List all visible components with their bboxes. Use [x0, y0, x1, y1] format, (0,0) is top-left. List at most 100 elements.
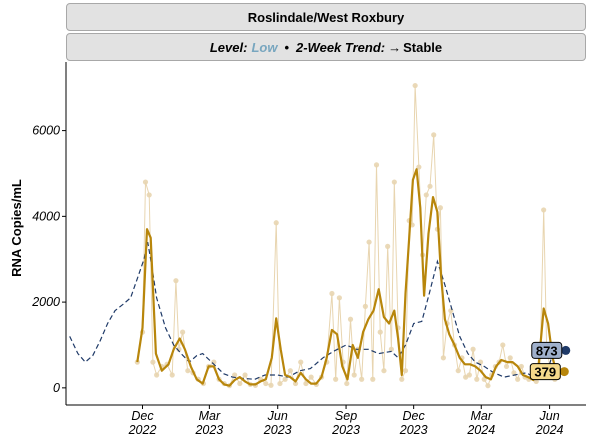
raw-data-point: [448, 308, 454, 314]
x-tick-label-month: Jun: [267, 409, 288, 423]
smoothed-end-label: 379: [534, 365, 556, 380]
raw-data-point: [533, 378, 539, 385]
level-value: Low: [251, 39, 278, 55]
raw-data-point: [455, 368, 461, 374]
y-tick-label: 6000: [32, 124, 60, 138]
x-tick-label-year: 2023: [263, 423, 292, 436]
raw-data-point: [391, 179, 397, 185]
raw-data-point: [362, 303, 368, 309]
raw-data-point: [232, 372, 238, 378]
raw-data-point: [298, 359, 304, 365]
raw-data-point: [515, 376, 521, 382]
raw-data-point: [388, 346, 394, 352]
dashed-end-dot: [561, 345, 571, 355]
raw-data-point: [431, 132, 437, 138]
raw-data-point: [336, 295, 342, 301]
raw-data-point: [427, 183, 433, 189]
y-axis-title: RNA Copies/mL: [9, 179, 24, 277]
raw-data-point: [507, 355, 513, 361]
dashed-series-line: [69, 241, 559, 380]
raw-data-point: [423, 192, 429, 198]
raw-series: [134, 82, 562, 389]
raw-data-point: [511, 370, 517, 376]
panel-title: Roslindale/West Roxbury: [247, 9, 405, 25]
raw-data-point: [503, 363, 510, 370]
x-tick-label-month: Dec: [403, 409, 426, 423]
raw-data-point: [485, 383, 491, 389]
level-label: Level:: [209, 39, 248, 55]
separator-dot: •: [284, 39, 289, 55]
raw-data-point: [359, 376, 365, 382]
raw-data-point: [437, 205, 443, 211]
raw-data-point: [242, 372, 248, 378]
x-tick-label-month: Mar: [470, 409, 492, 423]
raw-data-point: [273, 220, 279, 226]
smoothed-series: [136, 168, 558, 387]
raw-data-point: [169, 372, 175, 378]
raw-data-point: [366, 239, 372, 245]
x-tick-label-year: 2022: [128, 423, 157, 436]
raw-data-point: [173, 278, 179, 284]
raw-data-point: [277, 380, 283, 387]
raw-data-point: [402, 368, 409, 374]
x-tick-label-year: 2024: [466, 423, 495, 436]
raw-series-line: [136, 85, 559, 387]
raw-data-point: [416, 164, 422, 170]
panel-status-strip: Level: Low • 2-Week Trend: → Stable: [66, 33, 586, 61]
raw-data-point: [142, 179, 149, 185]
trend-label: 2-Week Trend:: [296, 39, 386, 55]
raw-data-point: [134, 359, 140, 365]
right-arrow-icon: →: [388, 39, 402, 55]
raw-data-point: [344, 380, 350, 387]
dashed-end-badge: [531, 341, 563, 359]
raw-data-point: [412, 82, 418, 89]
x-tick-label-month: Sep: [335, 409, 357, 423]
raw-data-point: [385, 243, 391, 249]
y-tick-label: 2000: [31, 295, 60, 309]
dashed-series: [69, 241, 559, 380]
raw-data-point: [381, 368, 387, 374]
raw-data-point: [185, 368, 191, 374]
smoothed-end-badge: [529, 363, 561, 381]
raw-data-point: [287, 368, 293, 374]
x-tick-label-month: Dec: [131, 409, 154, 423]
raw-data-point: [180, 329, 186, 335]
y-tick-label: 4000: [32, 209, 60, 223]
panel-title-strip: Roslindale/West Roxbury: [66, 3, 586, 31]
x-tick-label-year: 2024: [535, 423, 564, 436]
x-tick-label-month: Jun: [539, 409, 560, 423]
y-tick-label: 0: [53, 381, 60, 395]
raw-data-point: [541, 207, 547, 213]
x-tick-label-year: 2023: [331, 423, 360, 436]
raw-data-point: [440, 355, 446, 361]
raw-data-point: [518, 363, 524, 370]
trend-value: Stable: [403, 39, 443, 55]
raw-data-point: [237, 380, 243, 387]
raw-data-point: [329, 290, 335, 297]
raw-data-point: [333, 376, 339, 382]
raw-data-point: [370, 376, 376, 382]
smoothed-series-line: [136, 168, 558, 387]
raw-data-point: [500, 342, 506, 348]
raw-data-point: [466, 372, 472, 378]
x-tick-label-year: 2023: [399, 423, 428, 436]
dashed-end-label: 873: [536, 343, 558, 358]
raw-data-point: [263, 380, 269, 387]
raw-data-point: [377, 329, 383, 335]
raw-data-point: [150, 359, 156, 365]
raw-data-point: [351, 372, 357, 378]
raw-data-point: [154, 372, 160, 378]
smoothed-end-dot: [559, 367, 569, 377]
raw-data-point: [308, 374, 314, 380]
raw-data-point: [347, 316, 354, 322]
raw-data-point: [268, 382, 274, 388]
axes: 0200040006000Dec2022Mar2023Jun2023Sep202…: [31, 62, 586, 436]
raw-data-point: [282, 376, 288, 382]
x-tick-label-month: Mar: [199, 409, 221, 423]
raw-data-point: [373, 162, 380, 168]
raw-data-point: [292, 380, 299, 387]
raw-data-point: [176, 346, 182, 352]
x-tick-label-year: 2023: [194, 423, 223, 436]
